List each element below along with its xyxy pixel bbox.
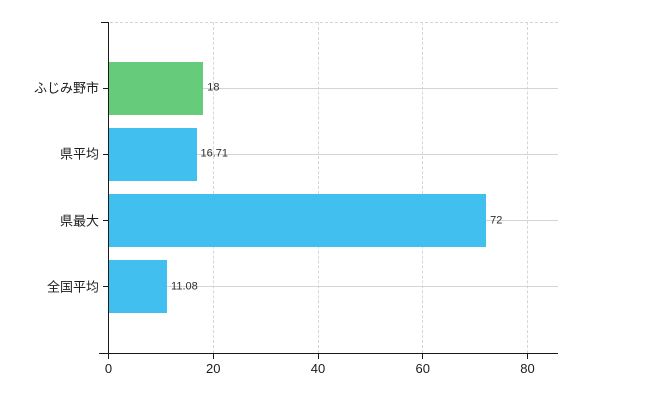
category-tick bbox=[103, 220, 108, 222]
plot-top-border bbox=[110, 22, 558, 23]
vertical-gridline bbox=[422, 22, 424, 353]
y-axis-line bbox=[108, 22, 109, 354]
bar-value-label: 16.71 bbox=[200, 147, 229, 160]
bar bbox=[109, 260, 168, 314]
bar bbox=[109, 127, 197, 181]
x-tick bbox=[527, 354, 528, 359]
x-tick-label: 20 bbox=[206, 361, 221, 376]
y-axis-top-tick bbox=[101, 22, 108, 23]
category-tick bbox=[103, 153, 108, 155]
category-label: 県平均 bbox=[59, 146, 99, 162]
category-gridline bbox=[108, 286, 558, 288]
category-label: ふじみ野市 bbox=[33, 80, 99, 96]
category-tick bbox=[103, 87, 108, 89]
bar-value-label: 72 bbox=[490, 214, 503, 227]
category-label: 県最大 bbox=[59, 213, 99, 229]
bar bbox=[109, 61, 204, 115]
x-tick bbox=[108, 354, 109, 359]
category-gridline bbox=[108, 153, 558, 155]
bar bbox=[109, 194, 487, 248]
x-tick-label: 40 bbox=[310, 361, 326, 376]
category-tick bbox=[103, 286, 108, 288]
category-label: 全国平均 bbox=[46, 279, 99, 295]
vertical-gridline bbox=[317, 22, 319, 353]
vertical-gridline bbox=[527, 22, 528, 353]
x-tick-label: 0 bbox=[104, 361, 113, 376]
x-tick bbox=[212, 354, 214, 359]
x-tick bbox=[317, 354, 319, 359]
x-tick-label: 60 bbox=[415, 361, 430, 376]
x-tick-label: 80 bbox=[520, 361, 535, 376]
bar-value-label: 11.08 bbox=[171, 280, 198, 293]
bar-value-label: 18 bbox=[207, 81, 220, 94]
vertical-gridline bbox=[212, 22, 214, 353]
category-gridline bbox=[108, 87, 558, 89]
x-tick bbox=[422, 354, 424, 359]
x-axis-line bbox=[99, 353, 558, 354]
